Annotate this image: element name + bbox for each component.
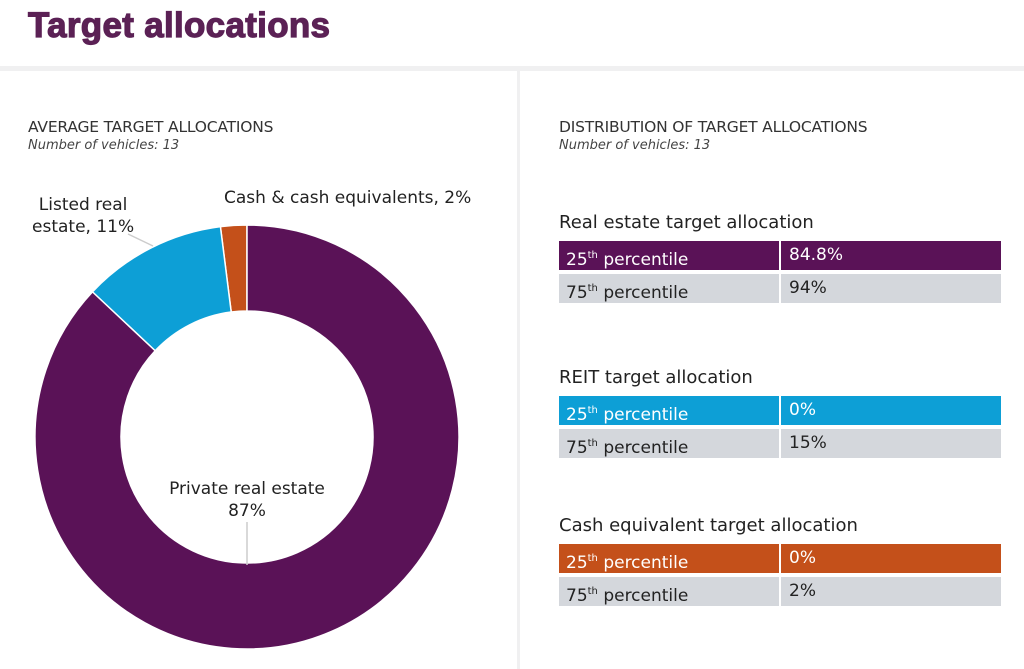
percentile-label: 25th percentile [559, 241, 779, 270]
private-label: Private real estate 87% [147, 478, 347, 522]
table-title: Real estate target allocation [559, 212, 814, 233]
donut-slice-private-real-estate [34, 224, 460, 650]
ordinal-suffix: th [587, 283, 598, 294]
left-subheading: Number of vehicles: 13 [28, 138, 180, 153]
listed-label: Listed real estate, 11% [32, 194, 134, 238]
percentile-text: percentile [603, 586, 689, 606]
percentile-value: 2% [779, 577, 1001, 606]
table-row: 75th percentile 94% [559, 274, 1001, 303]
percentile-number: 25 [566, 405, 588, 425]
ordinal-suffix: th [587, 405, 598, 416]
percentile-value: 84.8% [779, 241, 1001, 270]
table-title: Cash equivalent target allocation [559, 515, 858, 536]
percentile-number: 25 [566, 250, 588, 270]
percentile-number: 75 [566, 283, 588, 303]
percentile-label: 75th percentile [559, 577, 779, 606]
divider [0, 66, 1024, 71]
percentile-number: 75 [566, 438, 588, 458]
percentile-label: 75th percentile [559, 429, 779, 458]
ordinal-suffix: th [587, 553, 598, 564]
cash-label: Cash & cash equivalents, 2% [224, 188, 472, 208]
table-row: 25th percentile 84.8% [559, 241, 1001, 270]
left-heading: AVERAGE TARGET ALLOCATIONS [28, 118, 274, 136]
table-row: 25th percentile 0% [559, 396, 1001, 425]
panel-divider [517, 71, 520, 669]
percentile-number: 75 [566, 586, 588, 606]
table-row: 75th percentile 2% [559, 577, 1001, 606]
donut-slice-listed-real-estate [91, 225, 233, 352]
listed-leader-line [127, 233, 154, 247]
percentile-value: 0% [779, 396, 1001, 425]
ordinal-suffix: th [587, 438, 598, 449]
percentile-label: 75th percentile [559, 274, 779, 303]
percentile-label: 25th percentile [559, 544, 779, 573]
percentile-text: percentile [603, 405, 689, 425]
private-label-line2: 87% [228, 501, 266, 521]
percentile-text: percentile [603, 250, 689, 270]
percentile-text: percentile [603, 438, 689, 458]
percentile-text: percentile [603, 553, 689, 573]
page-title: Target allocations [27, 5, 331, 45]
percentile-value: 94% [779, 274, 1001, 303]
listed-label-line2: estate, 11% [32, 217, 135, 237]
right-subheading: Number of vehicles: 13 [559, 138, 711, 153]
ordinal-suffix: th [587, 250, 598, 261]
percentile-value: 0% [779, 544, 1001, 573]
ordinal-suffix: th [587, 586, 598, 597]
private-label-line1: Private real estate [169, 479, 325, 499]
table-row: 25th percentile 0% [559, 544, 1001, 573]
table-row: 75th percentile 15% [559, 429, 1001, 458]
percentile-number: 25 [566, 553, 588, 573]
percentile-text: percentile [603, 283, 689, 303]
percentile-label: 25th percentile [559, 396, 779, 425]
listed-label-line1: Listed real [38, 195, 128, 215]
percentile-value: 15% [779, 429, 1001, 458]
right-heading: DISTRIBUTION OF TARGET ALLOCATIONS [559, 118, 868, 136]
table-title: REIT target allocation [559, 367, 753, 388]
